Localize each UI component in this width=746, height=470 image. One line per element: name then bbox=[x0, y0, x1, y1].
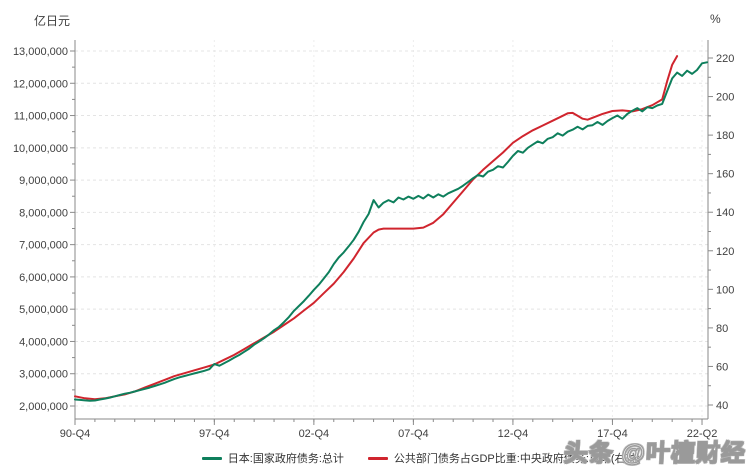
y-left-axis-unit: 亿日元 bbox=[33, 14, 70, 28]
y-right-tick-label: 200 bbox=[716, 92, 734, 104]
y-left-tick-label: 4,000,000 bbox=[19, 336, 68, 348]
y-left-tick-label: 11,000,000 bbox=[14, 111, 68, 123]
y-right-tick-label: 80 bbox=[716, 323, 728, 335]
y-left-tick-label: 12,000,000 bbox=[13, 78, 68, 90]
x-tick-label: 02-Q4 bbox=[299, 428, 330, 440]
x-tick-label: 97-Q4 bbox=[199, 428, 230, 440]
y-right-tick-label: 160 bbox=[716, 169, 734, 181]
y-left-tick-label: 5,000,000 bbox=[19, 304, 68, 316]
y-left-tick-label: 7,000,000 bbox=[19, 240, 68, 252]
y-left-tick-label: 8,000,000 bbox=[19, 207, 68, 219]
x-tick-label: 17-Q4 bbox=[597, 428, 628, 440]
legend-swatch-red-line bbox=[367, 456, 388, 460]
y-left-tick-label: 10,000,000 bbox=[13, 143, 68, 155]
legend-label-debt-total: 日本:国家政府债务:总计 bbox=[227, 453, 344, 465]
y-right-tick-label: 140 bbox=[716, 207, 734, 219]
y-left-tick-label: 6,000,000 bbox=[19, 272, 68, 284]
y-right-axis-unit: % bbox=[710, 12, 721, 26]
y-right-tick-label: 220 bbox=[716, 53, 734, 65]
watermark-text: 头条 @叶檀财经 bbox=[562, 439, 746, 467]
y-left-tick-label: 3,000,000 bbox=[19, 369, 68, 381]
series-line-debt-total bbox=[74, 61, 708, 402]
x-tick-label: 22-Q2 bbox=[687, 428, 718, 440]
y-right-tick-label: 60 bbox=[716, 361, 728, 373]
x-tick-label: 90-Q4 bbox=[60, 428, 91, 440]
legend-item-debt-gdp-ratio: 公共部门债务占GDP比重:中央政府债务:日本(右轴) bbox=[367, 450, 641, 466]
chart-legend: 日本:国家政府债务:总计 公共部门债务占GDP比重:中央政府债务:日本(右轴) bbox=[0, 450, 746, 466]
series-line-debt-gdp-ratio bbox=[74, 55, 679, 401]
y-left-tick-label: 13,000,000 bbox=[13, 46, 68, 58]
y-right-tick-label: 100 bbox=[716, 284, 734, 296]
y-right-tick-label: 40 bbox=[716, 400, 728, 412]
legend-item-debt-total: 日本:国家政府债务:总计 bbox=[201, 450, 344, 466]
y-left-tick-label: 9,000,000 bbox=[19, 175, 68, 187]
x-tick-label: 12-Q4 bbox=[498, 428, 529, 440]
y-right-tick-label: 120 bbox=[716, 246, 734, 258]
y-right-tick-label: 180 bbox=[716, 130, 734, 142]
x-tick-label: 07-Q4 bbox=[398, 428, 429, 440]
legend-swatch-green-line bbox=[201, 456, 222, 460]
y-left-tick-label: 2,000,000 bbox=[19, 401, 68, 413]
legend-label-debt-gdp-ratio: 公共部门债务占GDP比重:中央政府债务:日本(右轴) bbox=[393, 453, 641, 465]
